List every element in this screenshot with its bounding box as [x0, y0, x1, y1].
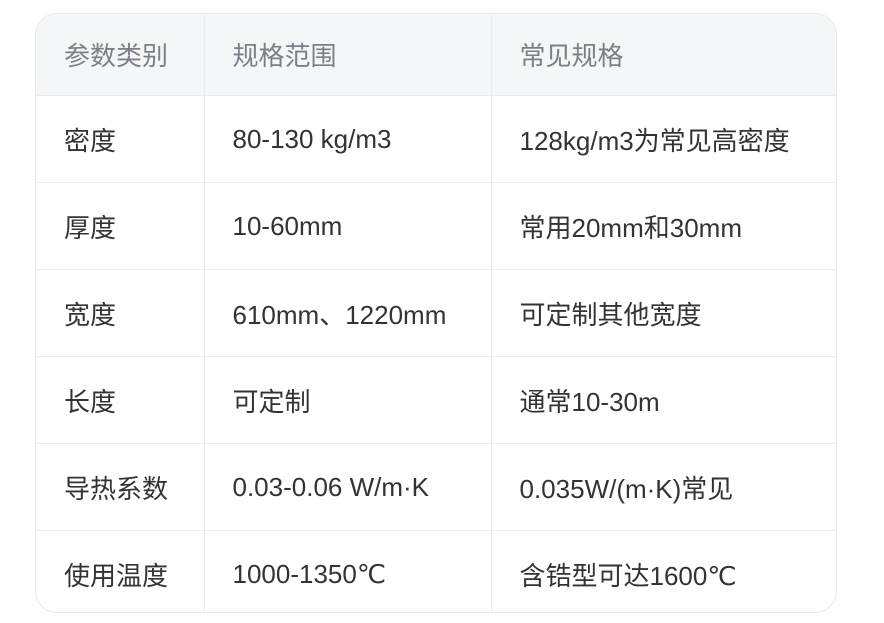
- table-row: 使用温度 1000-1350℃ 含锆型可达1600℃: [36, 530, 836, 612]
- cell-range: 可定制: [204, 356, 492, 444]
- cell-common: 可定制其他宽度: [491, 269, 836, 357]
- cell-category: 宽度: [36, 269, 205, 357]
- cell-category: 使用温度: [36, 530, 205, 612]
- cell-range: 1000-1350℃: [204, 530, 492, 612]
- table-row: 宽度 610mm、1220mm 可定制其他宽度: [36, 269, 836, 357]
- header-category: 参数类别: [36, 14, 205, 96]
- table-row: 长度 可定制 通常10-30m: [36, 356, 836, 444]
- table-row: 密度 80-130 kg/m3 128kg/m3为常见高密度: [36, 95, 836, 183]
- table-header-row: 参数类别 规格范围 常见规格: [36, 14, 836, 96]
- cell-common: 0.035W/(m·K)常见: [491, 443, 836, 531]
- cell-category: 密度: [36, 95, 205, 183]
- cell-range: 80-130 kg/m3: [204, 95, 492, 183]
- cell-category: 厚度: [36, 182, 205, 270]
- cell-range: 10-60mm: [204, 182, 492, 270]
- cell-range: 0.03-0.06 W/m·K: [204, 443, 492, 531]
- table-row: 导热系数 0.03-0.06 W/m·K 0.035W/(m·K)常见: [36, 443, 836, 531]
- cell-common: 通常10-30m: [491, 356, 836, 444]
- header-common: 常见规格: [491, 14, 836, 96]
- cell-common: 含锆型可达1600℃: [519, 560, 737, 591]
- cell-range: 610mm、1220mm: [204, 269, 492, 357]
- spec-table-container: 参数类别 规格范围 常见规格 密度 80-130 kg/m3 128kg/m3为常见…: [35, 13, 837, 613]
- cell-category: 长度: [36, 356, 205, 444]
- table-row: 厚度 10-60mm 常用20mm和30mm: [36, 182, 836, 270]
- header-range: 规格范围: [204, 14, 492, 96]
- cell-category: 导热系数: [36, 443, 205, 531]
- cell-common: 常用20mm和30mm: [491, 182, 836, 270]
- cell-common: 128kg/m3为常见高密度: [491, 95, 836, 183]
- spec-table: 参数类别 规格范围 常见规格 密度 80-130 kg/m3 128kg/m3为常见…: [36, 14, 836, 612]
